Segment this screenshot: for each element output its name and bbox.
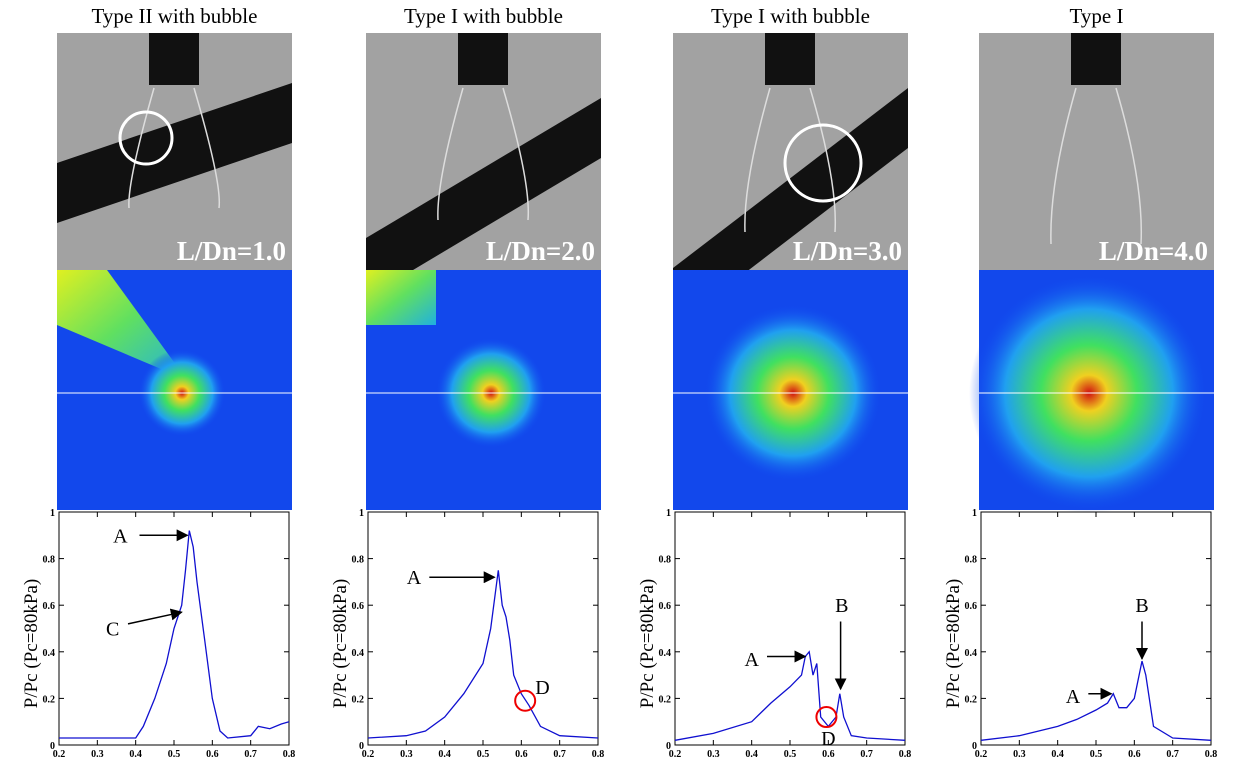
photo-shadow-band [57,83,292,223]
panel-title: Type I [1070,4,1124,28]
y-tick-label: 0.6 [659,601,672,612]
annotation: D [535,677,549,699]
x-tick-label: 0.6 [822,749,835,760]
plot-frame [674,511,906,746]
panel-title: Type II with bubble [92,4,258,28]
x-tick-label: 0.7 [860,749,873,760]
y-tick-label: 1 [50,508,55,519]
y-tick-label: 0.2 [965,694,978,705]
jet-plume [366,270,436,325]
y-axis-label: P/Pc (Pc=80kPa) [637,579,658,708]
pressure-line [59,530,290,739]
highlight-circle [118,110,174,166]
x-tick-label: 0.4 [129,749,142,760]
x-tick-label: 0.6 [515,749,528,760]
x-tick-label: 0.4 [438,749,451,760]
y-axis-label: P/Pc (Pc=80kPa) [21,579,42,708]
x-tick-label: 0.3 [707,749,720,760]
y-tick-label: 0 [50,741,55,752]
annotation: C [106,619,119,641]
y-tick-label: 0 [972,741,977,752]
x-tick-label: 0.8 [283,749,296,760]
x-tick-label: 0.5 [477,749,490,760]
pressure-line [980,660,1212,741]
x-tick-label: 0.4 [1051,749,1064,760]
x-tick-label: 0.2 [53,749,66,760]
y-tick-label: 0 [359,741,364,752]
y-tick-label: 0.8 [43,555,56,566]
x-tick-label: 0.8 [592,749,605,760]
annotation: A [407,567,422,589]
annotation: D [821,728,835,750]
plume [128,87,221,209]
x-tick-label: 0.5 [784,749,797,760]
y-tick-label: 0.4 [352,648,365,659]
y-tick-label: 0.4 [43,648,56,659]
y-tick-label: 0.8 [659,555,672,566]
x-tick-label: 0.2 [975,749,988,760]
annotation: A [744,649,759,671]
y-tick-label: 0.6 [965,601,978,612]
x-tick-label: 0.8 [1205,749,1218,760]
x-tick-label: 0.7 [244,749,257,760]
y-tick-label: 1 [359,508,364,519]
annotation: B [1135,595,1148,617]
annotation: A [1066,686,1081,708]
y-axis-label: P/Pc (Pc=80kPa) [330,579,351,708]
y-tick-label: 1 [666,508,671,519]
photo-label: L/Dn=3.0 [793,236,902,266]
plume [437,87,530,221]
pressure-line [674,650,906,741]
x-tick-label: 0.3 [1013,749,1026,760]
plume [1050,87,1143,245]
x-tick-label: 0.7 [553,749,566,760]
pressure-line [367,570,599,739]
plot-frame [367,511,599,746]
y-tick-label: 0.2 [43,694,56,705]
plume [744,87,837,233]
y-tick-label: 0.8 [352,555,365,566]
annotation-ring [815,706,838,729]
y-tick-label: 0.4 [659,648,672,659]
x-tick-label: 0.6 [1128,749,1141,760]
y-tick-label: 0.4 [965,648,978,659]
annotation-arrow [127,608,183,625]
y-tick-label: 1 [972,508,977,519]
y-tick-label: 0.2 [659,694,672,705]
y-tick-label: 0.2 [352,694,365,705]
jet-plume [57,270,187,380]
photo-shadow-band [366,98,601,298]
x-tick-label: 0.5 [1090,749,1103,760]
annotation: B [835,595,848,617]
x-tick-label: 0.7 [1166,749,1179,760]
nozzle [149,33,199,85]
x-tick-label: 0.2 [669,749,682,760]
panel-title: Type I with bubble [711,4,870,28]
photo-shadow-band [673,88,908,328]
y-tick-label: 0.6 [352,601,365,612]
nozzle [765,33,815,85]
x-tick-label: 0.2 [362,749,375,760]
nozzle [458,33,508,85]
x-tick-label: 0.3 [400,749,413,760]
x-tick-label: 0.3 [91,749,104,760]
y-axis-label: P/Pc (Pc=80kPa) [943,579,964,708]
x-tick-label: 0.8 [899,749,912,760]
x-tick-label: 0.4 [745,749,758,760]
photo-label: L/Dn=1.0 [177,236,286,266]
annotation: A [113,525,128,547]
nozzle [1071,33,1121,85]
photo-label: L/Dn=2.0 [486,236,595,266]
photo-label: L/Dn=4.0 [1099,236,1208,266]
y-tick-label: 0.8 [965,555,978,566]
x-tick-label: 0.6 [206,749,219,760]
x-tick-label: 0.5 [168,749,181,760]
y-tick-label: 0.6 [43,601,56,612]
annotation-ring [514,689,537,712]
panel-title: Type I with bubble [404,4,563,28]
highlight-circle [783,123,863,203]
y-tick-label: 0 [666,741,671,752]
